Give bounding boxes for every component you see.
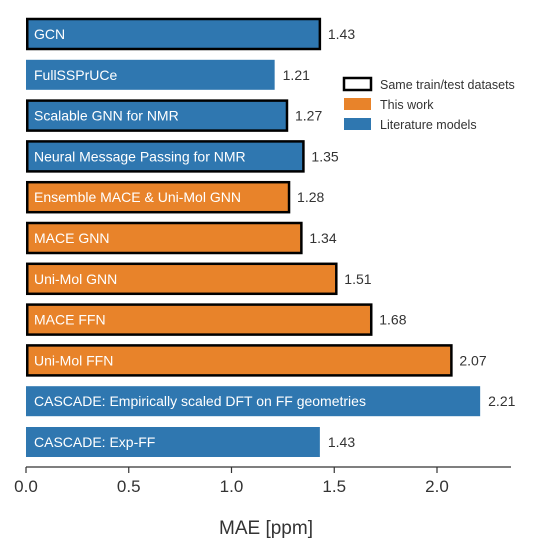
x-tick-label: 2.0 [425,477,449,496]
legend-swatch [344,98,371,110]
bar [26,59,275,90]
x-tick-label: 1.0 [220,477,244,496]
bar-label: GCN [34,26,65,42]
bar [26,303,373,336]
legend-label: Same train/test datasets [380,78,515,92]
bar-label: Neural Message Passing for NMR [34,148,246,164]
value-label: 1.21 [283,67,310,83]
bar [26,262,338,296]
value-label: 1.27 [295,108,322,124]
legend-label: This work [380,98,434,112]
value-label: 1.43 [328,434,355,450]
value-label: 2.07 [459,352,486,368]
x-axis-label: MAE [ppm] [219,518,313,539]
bar-label: FullSSPrUCe [34,67,117,83]
bar [26,99,289,132]
bar-label: MACE GNN [34,230,109,246]
x-axis: 0.0 0.5 1.0 1.5 2.0 [14,466,511,496]
value-label: 1.43 [328,26,355,42]
x-tick-label: 1.5 [322,477,346,496]
x-tick-label: 0.0 [14,477,38,496]
legend-swatch [342,76,373,92]
bar [26,221,303,255]
legend: Same train/test datasets This work Literat… [342,76,515,132]
bar [26,427,320,457]
bar [26,17,322,51]
bar-label: CASCADE: Empirically scaled DFT on FF ge… [34,393,366,409]
bar [26,386,481,417]
bar [26,180,291,214]
bar-label: Scalable GNN for NMR [34,108,179,124]
bar [26,140,305,173]
bar-label: MACE FFN [34,312,106,328]
value-label: 1.35 [311,148,338,164]
bar-label: Uni-Mol FFN [34,352,113,368]
value-label: 2.21 [488,393,515,409]
x-tick-label: 0.5 [117,477,141,496]
bar-label: CASCADE: Exp-FF [34,434,155,450]
bar-label: Ensemble MACE & Uni-Mol GNN [34,189,241,205]
value-label: 1.34 [309,230,336,246]
bar [26,344,453,377]
value-label: 1.68 [379,312,406,328]
bars-group: GCN 1.43 FullSSPrUCe 1.21 Scalable GNN for N… [26,17,516,457]
legend-label: Literature models [380,118,477,132]
bar-label: Uni-Mol GNN [34,271,117,287]
value-label: 1.28 [297,189,324,205]
value-label: 1.51 [344,271,371,287]
legend-swatch [344,118,371,130]
